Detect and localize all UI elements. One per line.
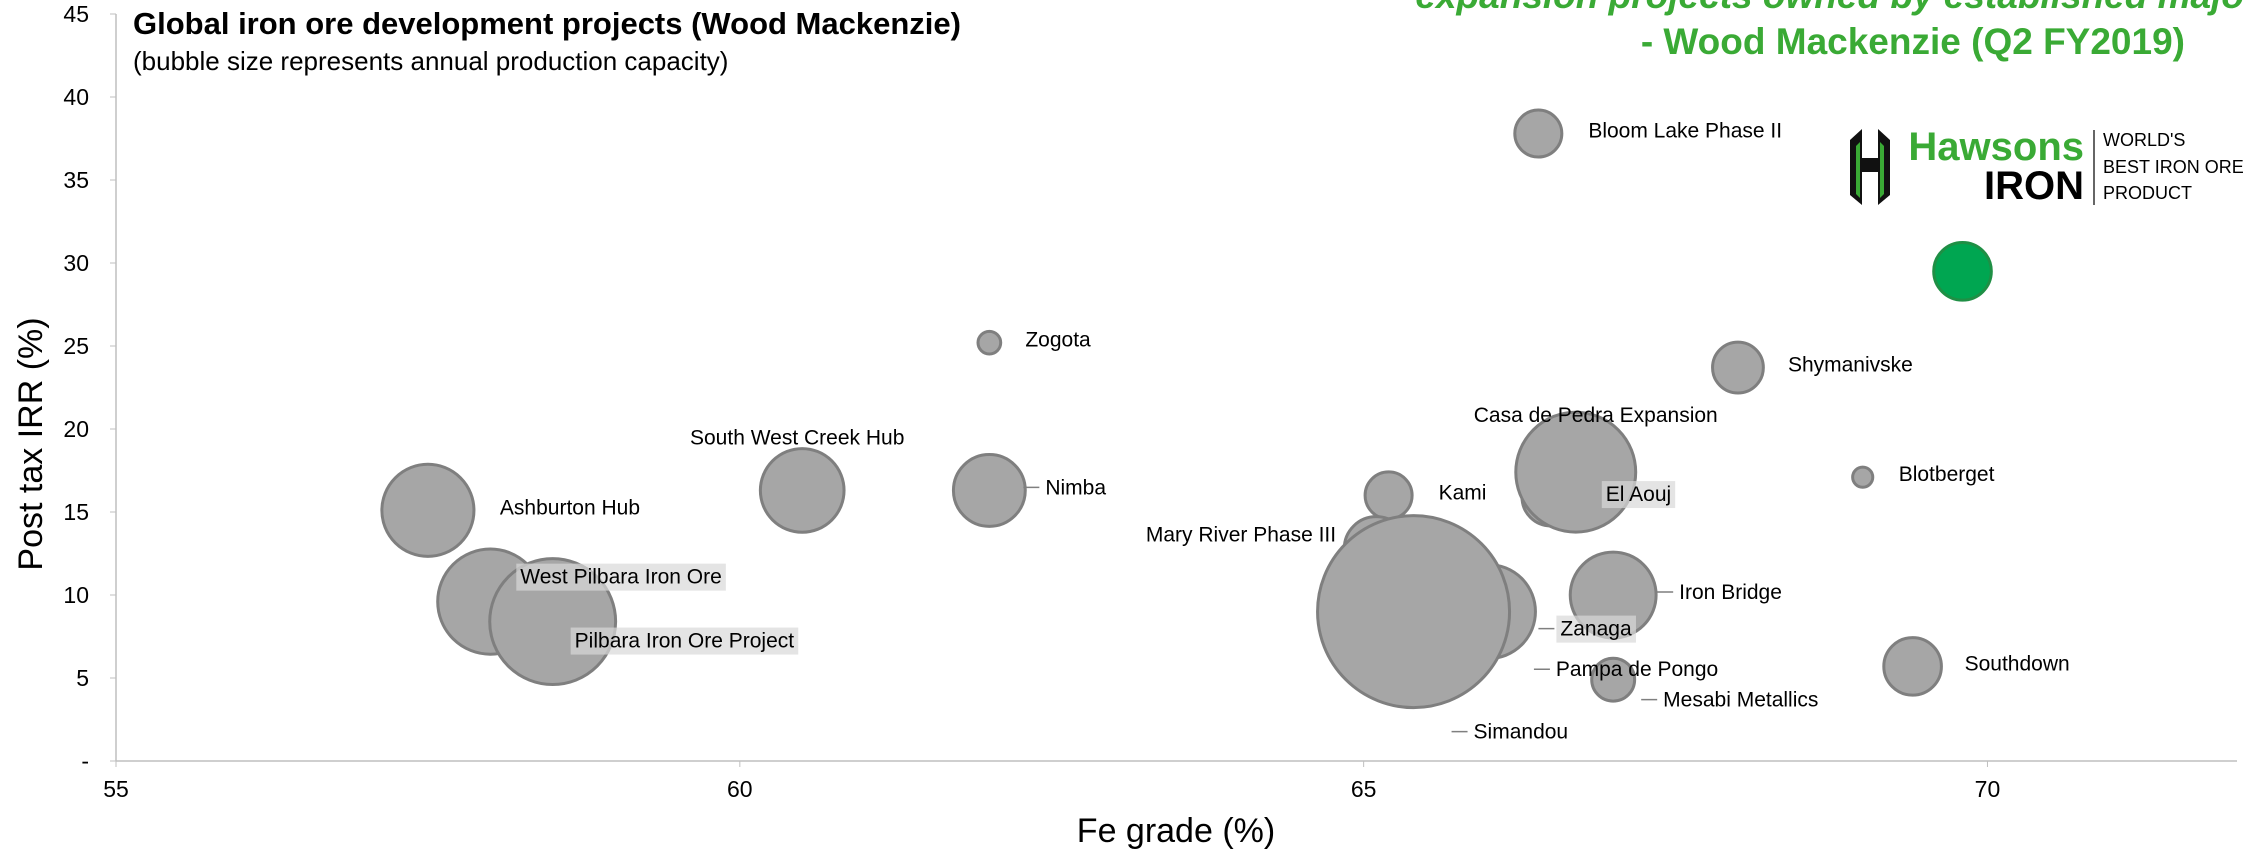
y-tick-label: 30 [63,250,89,276]
x-tick-label: 65 [1351,776,1377,802]
bubble [758,447,846,534]
bubble-label: El Aouj [1606,483,1671,506]
bubble-label: Southdown [1965,652,2070,675]
bubble [1711,340,1765,395]
logo-name: IRON [1984,164,2084,208]
logo-tagline: BEST IRON ORE [2103,157,2244,177]
bubble-label: Bloom Lake Phase II [1588,120,1782,143]
x-axis-label: Fe grade (%) [1077,812,1275,850]
bubble-label: Mary River Phase III [1146,524,1336,547]
bubble-label: Ashburton Hub [500,496,640,519]
y-tick-label: 5 [76,665,89,691]
bubble-label: West Pilbara Iron Ore [520,566,722,589]
bubble [1932,240,1993,302]
label-background [1601,481,1676,509]
x-tick-label: 70 [1975,776,2001,802]
bubble [1363,470,1414,521]
bubble-label: Simandou [1474,721,1569,744]
logo: Hawsons IRON WORLD'S BEST IRON ORE PRODU… [1850,125,2244,208]
logo-tagline: WORLD'S [2103,130,2185,150]
bubble [976,329,1003,356]
label-background [570,627,799,655]
chart-title: Global iron ore development projects (Wo… [133,6,961,41]
bubble-label: Mesabi Metallics [1663,689,1818,712]
annotation: - Wood Mackenzie (Q2 FY2019) [1641,21,2185,62]
bubble [951,453,1027,528]
y-tick-label: 10 [63,582,89,608]
bubble-label: Zogota [1025,329,1091,352]
x-tick-label: 55 [103,776,129,802]
bubble-label: Pampa de Pongo [1556,658,1718,681]
bubble [1513,108,1564,159]
bubble [380,462,476,558]
bubble-label: Blotberget [1899,463,1995,486]
chart-subtitle: (bubble size represents annual productio… [133,46,728,76]
bubble [1882,636,1943,697]
y-tick-label: 15 [63,499,89,525]
logo-tagline: PRODUCT [2103,183,2192,203]
bubble-label: Kami [1439,481,1487,504]
y-tick-label: 45 [63,1,89,27]
bubble-label: Pilbara Iron Ore Project [575,630,795,653]
y-tick-label: 40 [63,84,89,110]
bubble-label: Iron Bridge [1679,581,1782,604]
bubble [1851,465,1875,489]
bubble-label: Shymanivske [1788,354,1913,377]
logo-name: Hawsons [1908,125,2084,169]
y-tick-label: 25 [63,333,89,359]
bubble-label: South West Creek Hub [690,426,904,449]
y-tick-label: 35 [63,167,89,193]
bubble [1590,656,1637,703]
y-tick-label: - [81,748,89,774]
bubble-label: Zanaga [1560,618,1632,641]
bubble [1316,514,1512,710]
label-background [1556,615,1636,643]
bubble-label: Nimba [1045,476,1106,499]
bubble [1514,410,1638,534]
y-tick-label: 20 [63,416,89,442]
logo-icon-accent [1856,142,1884,198]
annotation: expansion projects owned by established … [1415,0,2244,16]
bubble-label: Casa de Pedra Expansion [1474,404,1718,427]
label-background [516,563,726,591]
y-axis-label: Post tax IRR (%) [12,317,50,570]
x-tick-label: 60 [727,776,753,802]
